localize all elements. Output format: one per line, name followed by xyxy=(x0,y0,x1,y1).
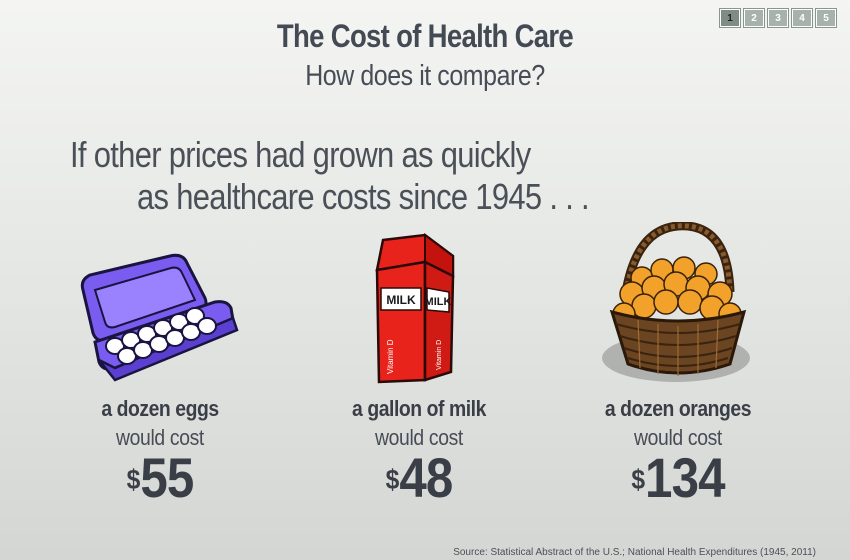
vitamin-label-side: Vitamin D xyxy=(436,340,443,370)
item-price: $48 xyxy=(313,450,524,520)
vitamin-label-front: Vitamin D xyxy=(386,339,395,374)
item-milk: a gallon of milk would cost $48 xyxy=(299,396,539,520)
item-name: a gallon of milk xyxy=(352,396,486,421)
item-name: a dozen eggs xyxy=(101,396,219,421)
intro-line-1: If other prices had grown as quickly xyxy=(70,134,531,175)
price-amount: 55 xyxy=(140,446,194,509)
item-price: $55 xyxy=(54,450,265,520)
price-amount: 134 xyxy=(645,446,725,509)
item-eggs: a dozen eggs would cost $55 xyxy=(40,396,280,520)
currency-symbol: $ xyxy=(385,464,400,495)
item-oranges: a dozen oranges would cost $134 xyxy=(558,396,798,520)
price-amount: 48 xyxy=(399,446,453,509)
milk-carton-icon: MILK MILK Vitamin D Vitamin D xyxy=(375,233,455,384)
page-button-3[interactable]: 3 xyxy=(767,8,789,28)
item-would-cost: would cost xyxy=(116,425,204,450)
page-button-5[interactable]: 5 xyxy=(815,8,837,28)
intro-line-2: as healthcare costs since 1945 . . . xyxy=(137,176,590,217)
orange-basket-icon xyxy=(602,222,750,382)
item-would-cost: would cost xyxy=(375,425,463,450)
page-title: The Cost of Health Care xyxy=(276,18,574,54)
source-footnote: Source: Statistical Abstract of the U.S.… xyxy=(453,547,816,558)
item-name: a dozen oranges xyxy=(604,396,752,421)
milk-label-front: MILK xyxy=(386,293,416,307)
page-button-1[interactable]: 1 xyxy=(719,8,741,28)
page-navigation: 1 2 3 4 5 xyxy=(719,8,837,28)
page-button-4[interactable]: 4 xyxy=(791,8,813,28)
currency-symbol: $ xyxy=(631,464,646,495)
egg-carton-icon xyxy=(80,253,239,382)
currency-symbol: $ xyxy=(126,464,141,495)
item-would-cost: would cost xyxy=(634,425,722,450)
milk-label-side: MILK xyxy=(425,296,452,308)
page-subtitle: How does it compare? xyxy=(305,60,545,92)
item-price: $134 xyxy=(572,450,783,520)
page-button-2[interactable]: 2 xyxy=(743,8,765,28)
